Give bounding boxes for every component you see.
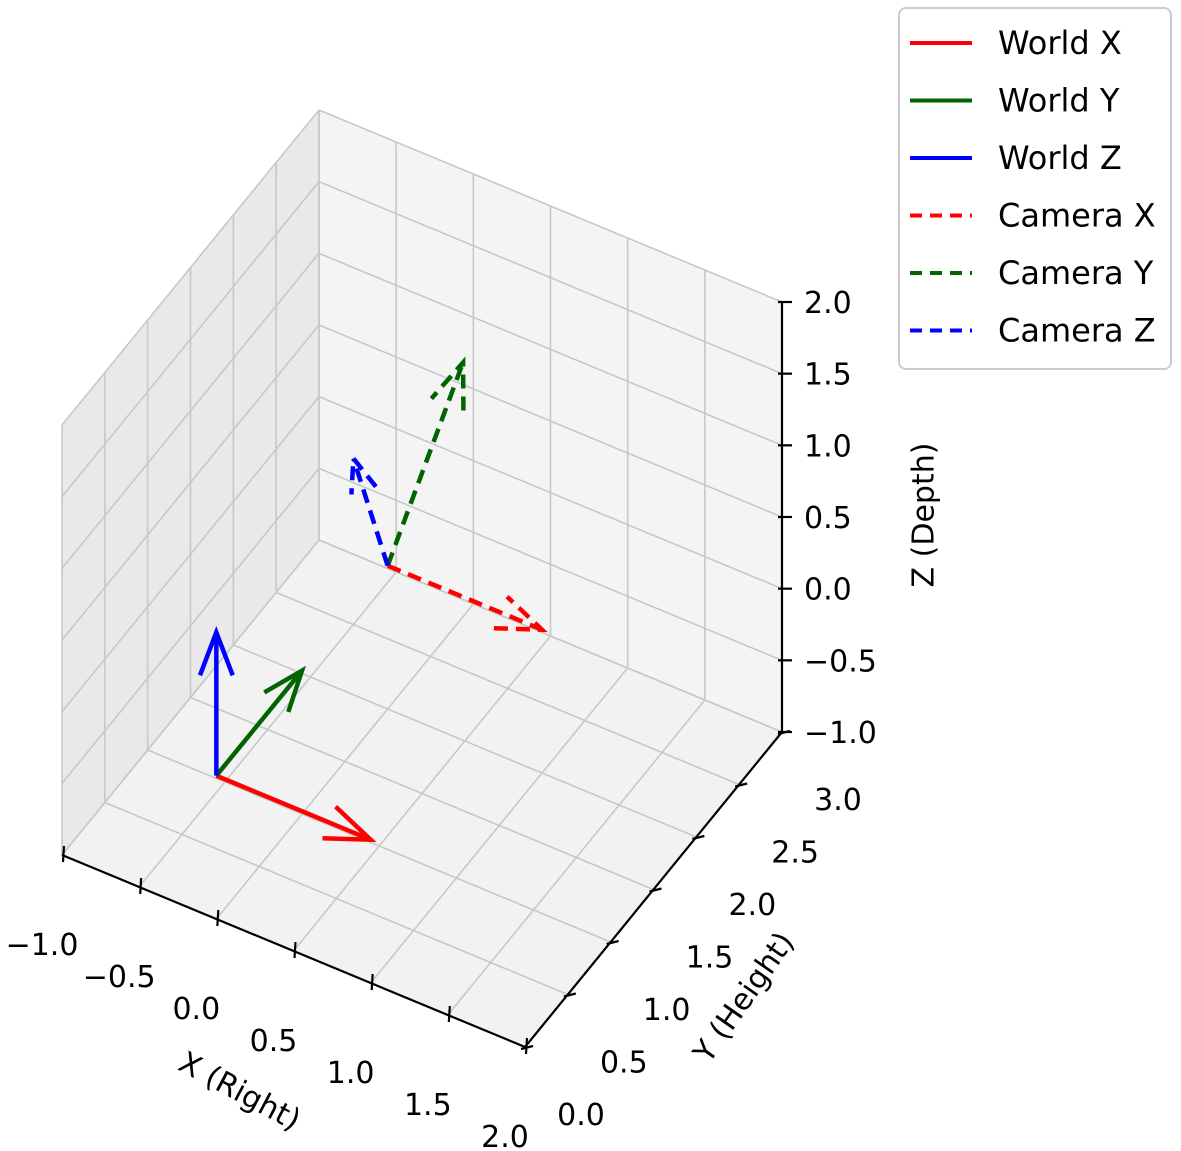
grid-line [61, 396, 320, 713]
y-tick-mark [563, 992, 577, 998]
x-tick-label: 0.5 [250, 1024, 298, 1059]
camera-y-head [429, 356, 466, 411]
grid-line [318, 252, 783, 447]
camera-z-arrow [349, 452, 390, 567]
z-tick-label: 1.5 [804, 358, 852, 393]
x-tick-label: 1.5 [404, 1088, 452, 1123]
y-tick-label: 0.0 [557, 1098, 605, 1133]
x-tick-mark [524, 1037, 529, 1055]
world-x-arrow [215, 773, 377, 843]
y-tick-label: 2.5 [771, 836, 819, 871]
grid-line [61, 467, 320, 784]
z-tick-label: 0.0 [804, 573, 852, 608]
camera-z-shaft [351, 457, 390, 567]
y-tick-mark [692, 834, 705, 841]
x-tick-mark [447, 1005, 451, 1023]
z-tick-label: 2.0 [804, 286, 852, 321]
x-tick-mark [293, 941, 297, 959]
camera-z-head [349, 452, 378, 495]
legend-item-camera-x: Camera X [910, 197, 1156, 235]
y-tick-mark [649, 887, 662, 893]
grid-line [61, 324, 320, 641]
grid-line [318, 467, 783, 662]
series-layer [197, 356, 548, 843]
world-z-head [197, 625, 235, 677]
legend-item-world-y: World Y [910, 82, 1120, 120]
x-tick-mark [61, 845, 66, 863]
legend: World X World Y World Z Camera X Camera Y Cam… [898, 7, 1172, 370]
world-x-head [322, 804, 377, 843]
legend-item-camera-z: Camera Z [910, 312, 1156, 350]
x-tick-label: 0.0 [172, 992, 220, 1027]
legend-item-world-z: World Z [910, 139, 1122, 177]
x-tick-label: −1.0 [6, 928, 79, 963]
z-tick-label: 1.0 [804, 429, 852, 464]
y-tick-label: 0.5 [600, 1046, 648, 1081]
world-y-shaft [214, 669, 304, 778]
legend-label: World X [998, 24, 1122, 62]
legend-label: Camera Z [998, 312, 1156, 350]
camera-x-shaft [386, 563, 543, 632]
camera-y-arrow [385, 356, 466, 567]
legend-label: World Y [998, 82, 1120, 120]
y-tick-label: 1.0 [643, 993, 691, 1028]
z-tick-label: −0.5 [804, 644, 877, 679]
z-tick-label: 0.5 [804, 501, 852, 536]
grid-line [318, 539, 783, 733]
axes-ticks: −1.0−0.50.00.51.01.52.00.00.51.01.52.02.… [6, 286, 877, 1151]
camera-y-shaft [385, 361, 466, 567]
legend-label: Camera X [998, 197, 1156, 235]
grid-line [61, 109, 320, 426]
camera-x-arrow [386, 563, 548, 633]
grid-line [104, 801, 569, 996]
camera-x-head [493, 594, 548, 633]
grid-line [233, 644, 697, 838]
x-tick-mark [139, 877, 143, 895]
grid-line [61, 252, 320, 569]
y-tick-mark [520, 1044, 534, 1051]
grid-line [318, 109, 783, 303]
y-tick-mark [734, 782, 748, 788]
grid-line [190, 696, 654, 891]
legend-label: World Z [998, 139, 1122, 177]
world-y-arrow [214, 665, 307, 778]
world-z-arrow [197, 625, 235, 776]
legend-item-camera-y: Camera Y [910, 254, 1154, 292]
x-tick-mark [216, 909, 220, 927]
legend-frame [898, 7, 1172, 370]
world-x-shaft [215, 773, 372, 842]
x-axis-title: X (Right) [173, 1045, 306, 1138]
x-tick-label: −0.5 [83, 960, 156, 995]
grid-line [61, 539, 320, 856]
world-y-head [263, 665, 307, 713]
y-tick-mark [606, 939, 619, 946]
z-axis-title: Z (Depth) [907, 443, 942, 588]
z-tick-label: −1.0 [804, 716, 877, 751]
grid-line [318, 395, 783, 590]
legend-label: Camera Y [998, 254, 1154, 292]
x-tick-label: 1.0 [327, 1056, 375, 1091]
grid-line [275, 591, 740, 786]
x-tick-label: 2.0 [481, 1120, 529, 1151]
x-axis-line [61, 853, 526, 1049]
grid-line [318, 324, 783, 518]
grid-line [61, 181, 320, 498]
y-tick-label: 3.0 [814, 783, 862, 818]
y-tick-label: 2.0 [728, 888, 776, 923]
grid-line [147, 749, 611, 943]
x-tick-mark [370, 973, 374, 991]
legend-item-world-x: World X [910, 24, 1122, 62]
y-tick-label: 1.5 [686, 941, 734, 976]
grid-line [318, 180, 783, 375]
